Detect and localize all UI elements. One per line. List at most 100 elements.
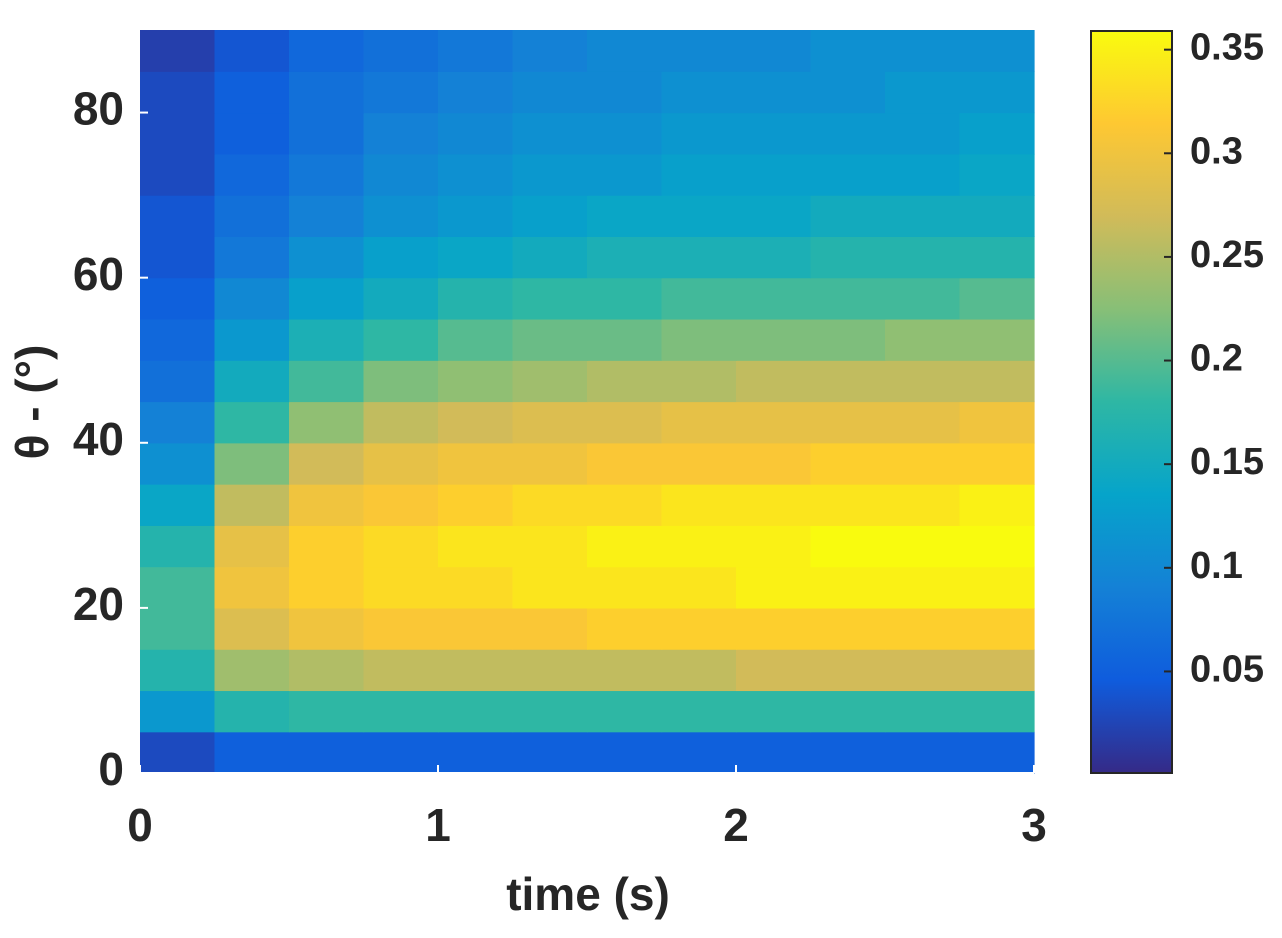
heatmap-cell (587, 112, 663, 155)
heatmap-cell (587, 360, 663, 403)
heatmap-cell (885, 690, 961, 733)
heatmap-cell (140, 277, 216, 320)
heatmap-cell (363, 71, 439, 114)
heatmap-cell (512, 30, 588, 72)
heatmap-cell (587, 71, 663, 114)
heatmap-cell (661, 649, 737, 692)
heatmap-cell (289, 525, 365, 568)
heatmap-cell (512, 401, 588, 444)
heatmap-cell (587, 690, 663, 733)
heatmap-cell (140, 195, 216, 237)
heatmap-cell (289, 360, 365, 403)
heatmap-cell (885, 566, 961, 609)
heatmap-cell (959, 360, 1035, 403)
heatmap-cell (736, 236, 812, 279)
heatmap-cell (438, 484, 514, 526)
y-tick-label: 60 (73, 248, 124, 300)
heatmap-cell (140, 236, 216, 279)
heatmap-cell (810, 484, 886, 526)
heatmap-cell (810, 690, 886, 733)
heatmap-cell (512, 236, 588, 279)
heatmap-cell (214, 731, 290, 774)
heatmap-cell (661, 30, 737, 72)
heatmap-cell (512, 277, 588, 320)
heatmap-cell (140, 360, 216, 403)
heatmap-cell (363, 649, 439, 692)
heatmap-cell (959, 731, 1035, 774)
heatmap-cell (587, 649, 663, 692)
heatmap-cell (810, 401, 886, 444)
heatmap-cell (363, 731, 439, 774)
heatmap-cell (438, 236, 514, 279)
heatmap-cell (363, 318, 439, 361)
heatmap-cell (438, 195, 514, 237)
heatmap-cell (885, 360, 961, 403)
heatmap-cell (587, 318, 663, 361)
heatmap-cell (885, 71, 961, 114)
heatmap-cell (959, 484, 1035, 526)
heatmap-cell (959, 153, 1035, 196)
heatmap-cell (214, 112, 290, 155)
heatmap-cell (959, 690, 1035, 733)
heatmap-cell (959, 566, 1035, 609)
heatmap-cell (661, 153, 737, 196)
heatmap-cell (140, 30, 216, 72)
heatmap-cell (661, 442, 737, 485)
heatmap-cell (810, 112, 886, 155)
heatmap-cell (214, 525, 290, 568)
heatmap-cell (661, 318, 737, 361)
heatmap-cell (363, 442, 439, 485)
heatmap-cell (438, 401, 514, 444)
heatmap-cell (661, 71, 737, 114)
heatmap-cell (736, 30, 812, 72)
y-tick-label: 20 (73, 578, 124, 630)
heatmap-cell (363, 360, 439, 403)
heatmap-cell (661, 112, 737, 155)
heatmap-cell (289, 277, 365, 320)
heatmap-cell (959, 30, 1035, 72)
heatmap-cell (289, 153, 365, 196)
heatmap-cell (363, 566, 439, 609)
heatmap-cell (512, 525, 588, 568)
heatmap-cell (959, 112, 1035, 155)
heatmap-cell (661, 690, 737, 733)
heatmap-cell (736, 318, 812, 361)
colorbar-tick-label: 0.1 (1190, 545, 1243, 587)
colorbar-tick-label: 0.15 (1190, 441, 1264, 483)
heatmap-cell (438, 607, 514, 650)
heatmap-cell (438, 153, 514, 196)
heatmap-cell (140, 731, 216, 774)
heatmap-cell (810, 607, 886, 650)
heatmap-cell (736, 153, 812, 196)
heatmap-cell (736, 607, 812, 650)
heatmap-cell (736, 442, 812, 485)
heatmap-cell (214, 442, 290, 485)
heatmap-cell (438, 566, 514, 609)
heatmap-cell (140, 71, 216, 114)
heatmap-cell (289, 690, 365, 733)
heatmap-cell (587, 731, 663, 774)
heatmap-cell (512, 442, 588, 485)
heatmap-cell (214, 318, 290, 361)
heatmap-cell (289, 484, 365, 526)
heatmap-cell (438, 318, 514, 361)
heatmap-cell (438, 277, 514, 320)
colorbar-tick-label: 0.25 (1190, 234, 1264, 276)
heatmap-cell (438, 649, 514, 692)
heatmap-cell (214, 236, 290, 279)
heatmap-cell (140, 484, 216, 526)
heatmap-cell (885, 236, 961, 279)
heatmap-cell (512, 318, 588, 361)
heatmap-cell (438, 731, 514, 774)
heatmap-cell (885, 318, 961, 361)
heatmap-cell (810, 236, 886, 279)
heatmap-cell (885, 277, 961, 320)
heatmap-cell (885, 607, 961, 650)
heatmap-cell (438, 360, 514, 403)
heatmap-cell (661, 360, 737, 403)
heatmap-cell (885, 195, 961, 237)
heatmap-cell (438, 442, 514, 485)
heatmap-cell (736, 71, 812, 114)
heatmap-cell (661, 566, 737, 609)
heatmap-cell (512, 112, 588, 155)
